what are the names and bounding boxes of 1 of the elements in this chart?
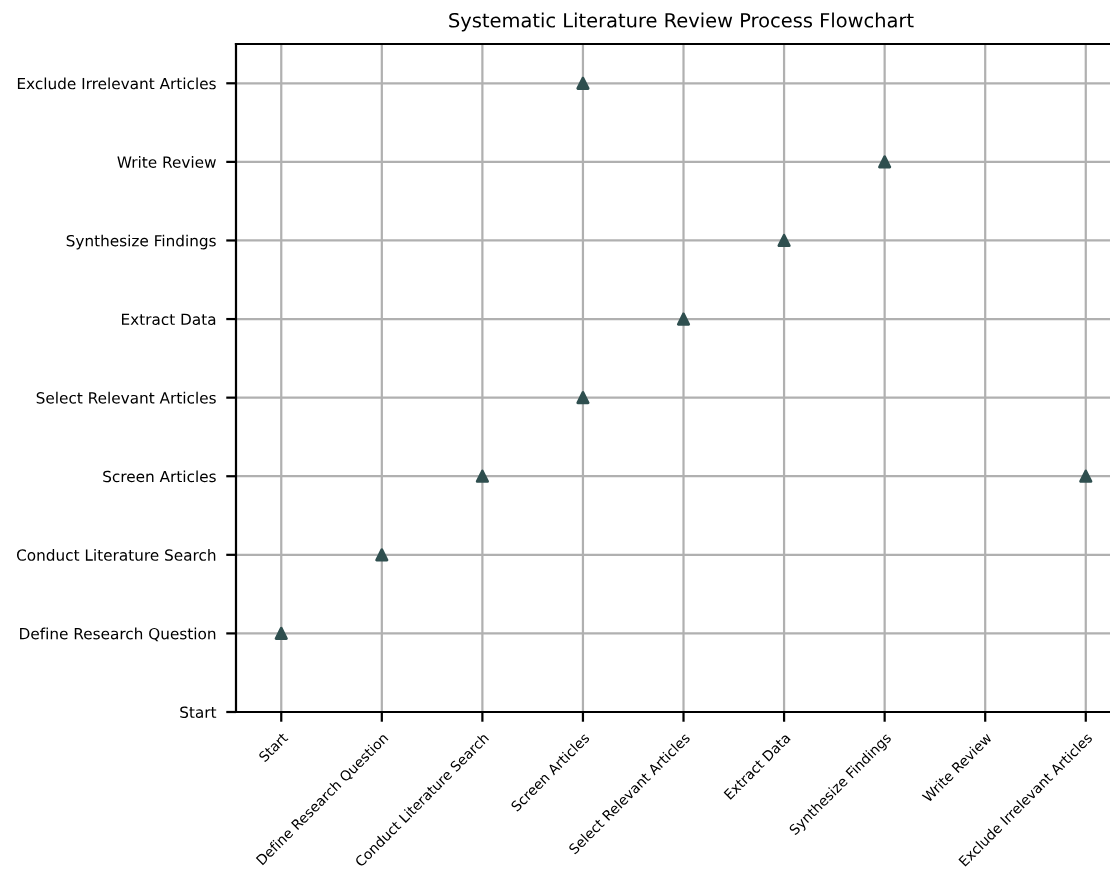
chart-title: Systematic Literature Review Process Flowchart	[449, 12, 914, 32]
